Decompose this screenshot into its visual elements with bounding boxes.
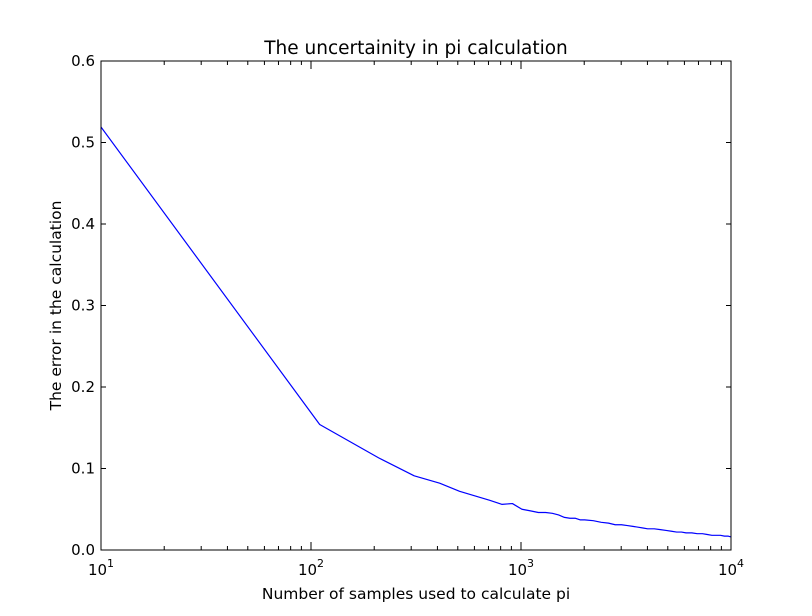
x-axis-label: Number of samples used to calculate pi [262, 585, 570, 603]
x-tick-label-base: 10 [508, 561, 527, 579]
plot-area [101, 61, 731, 550]
y-tick-label: 0.3 [71, 297, 95, 315]
axes-frame [100, 60, 732, 551]
y-tick-label: 0.0 [71, 541, 95, 559]
chart-title: The uncertainity in pi calculation [263, 38, 568, 59]
y-tick-label: 0.4 [71, 215, 95, 233]
x-tick-label-exponent: 3 [527, 557, 534, 570]
x-tick-label-base: 10 [298, 561, 317, 579]
x-tick-label-base: 10 [718, 561, 737, 579]
y-tick-label: 0.1 [71, 460, 95, 478]
y-tick-label: 0.5 [71, 134, 95, 152]
x-tick-label-exponent: 1 [107, 557, 114, 570]
x-tick-label-exponent: 2 [317, 557, 324, 570]
series-layer [100, 126, 732, 538]
y-tick-label: 0.2 [71, 378, 95, 396]
x-tick-label: 104 [718, 557, 744, 579]
y-tick-label: 0.6 [71, 52, 95, 70]
series-line-0 [100, 126, 732, 538]
x-tick-label: 101 [88, 557, 114, 579]
x-tick-label: 102 [298, 557, 324, 579]
x-tick-label: 103 [508, 557, 534, 579]
x-tick-label-base: 10 [88, 561, 107, 579]
y-axis-label: The error in the calculation [47, 201, 65, 412]
x-tick-label-exponent: 4 [737, 557, 744, 570]
